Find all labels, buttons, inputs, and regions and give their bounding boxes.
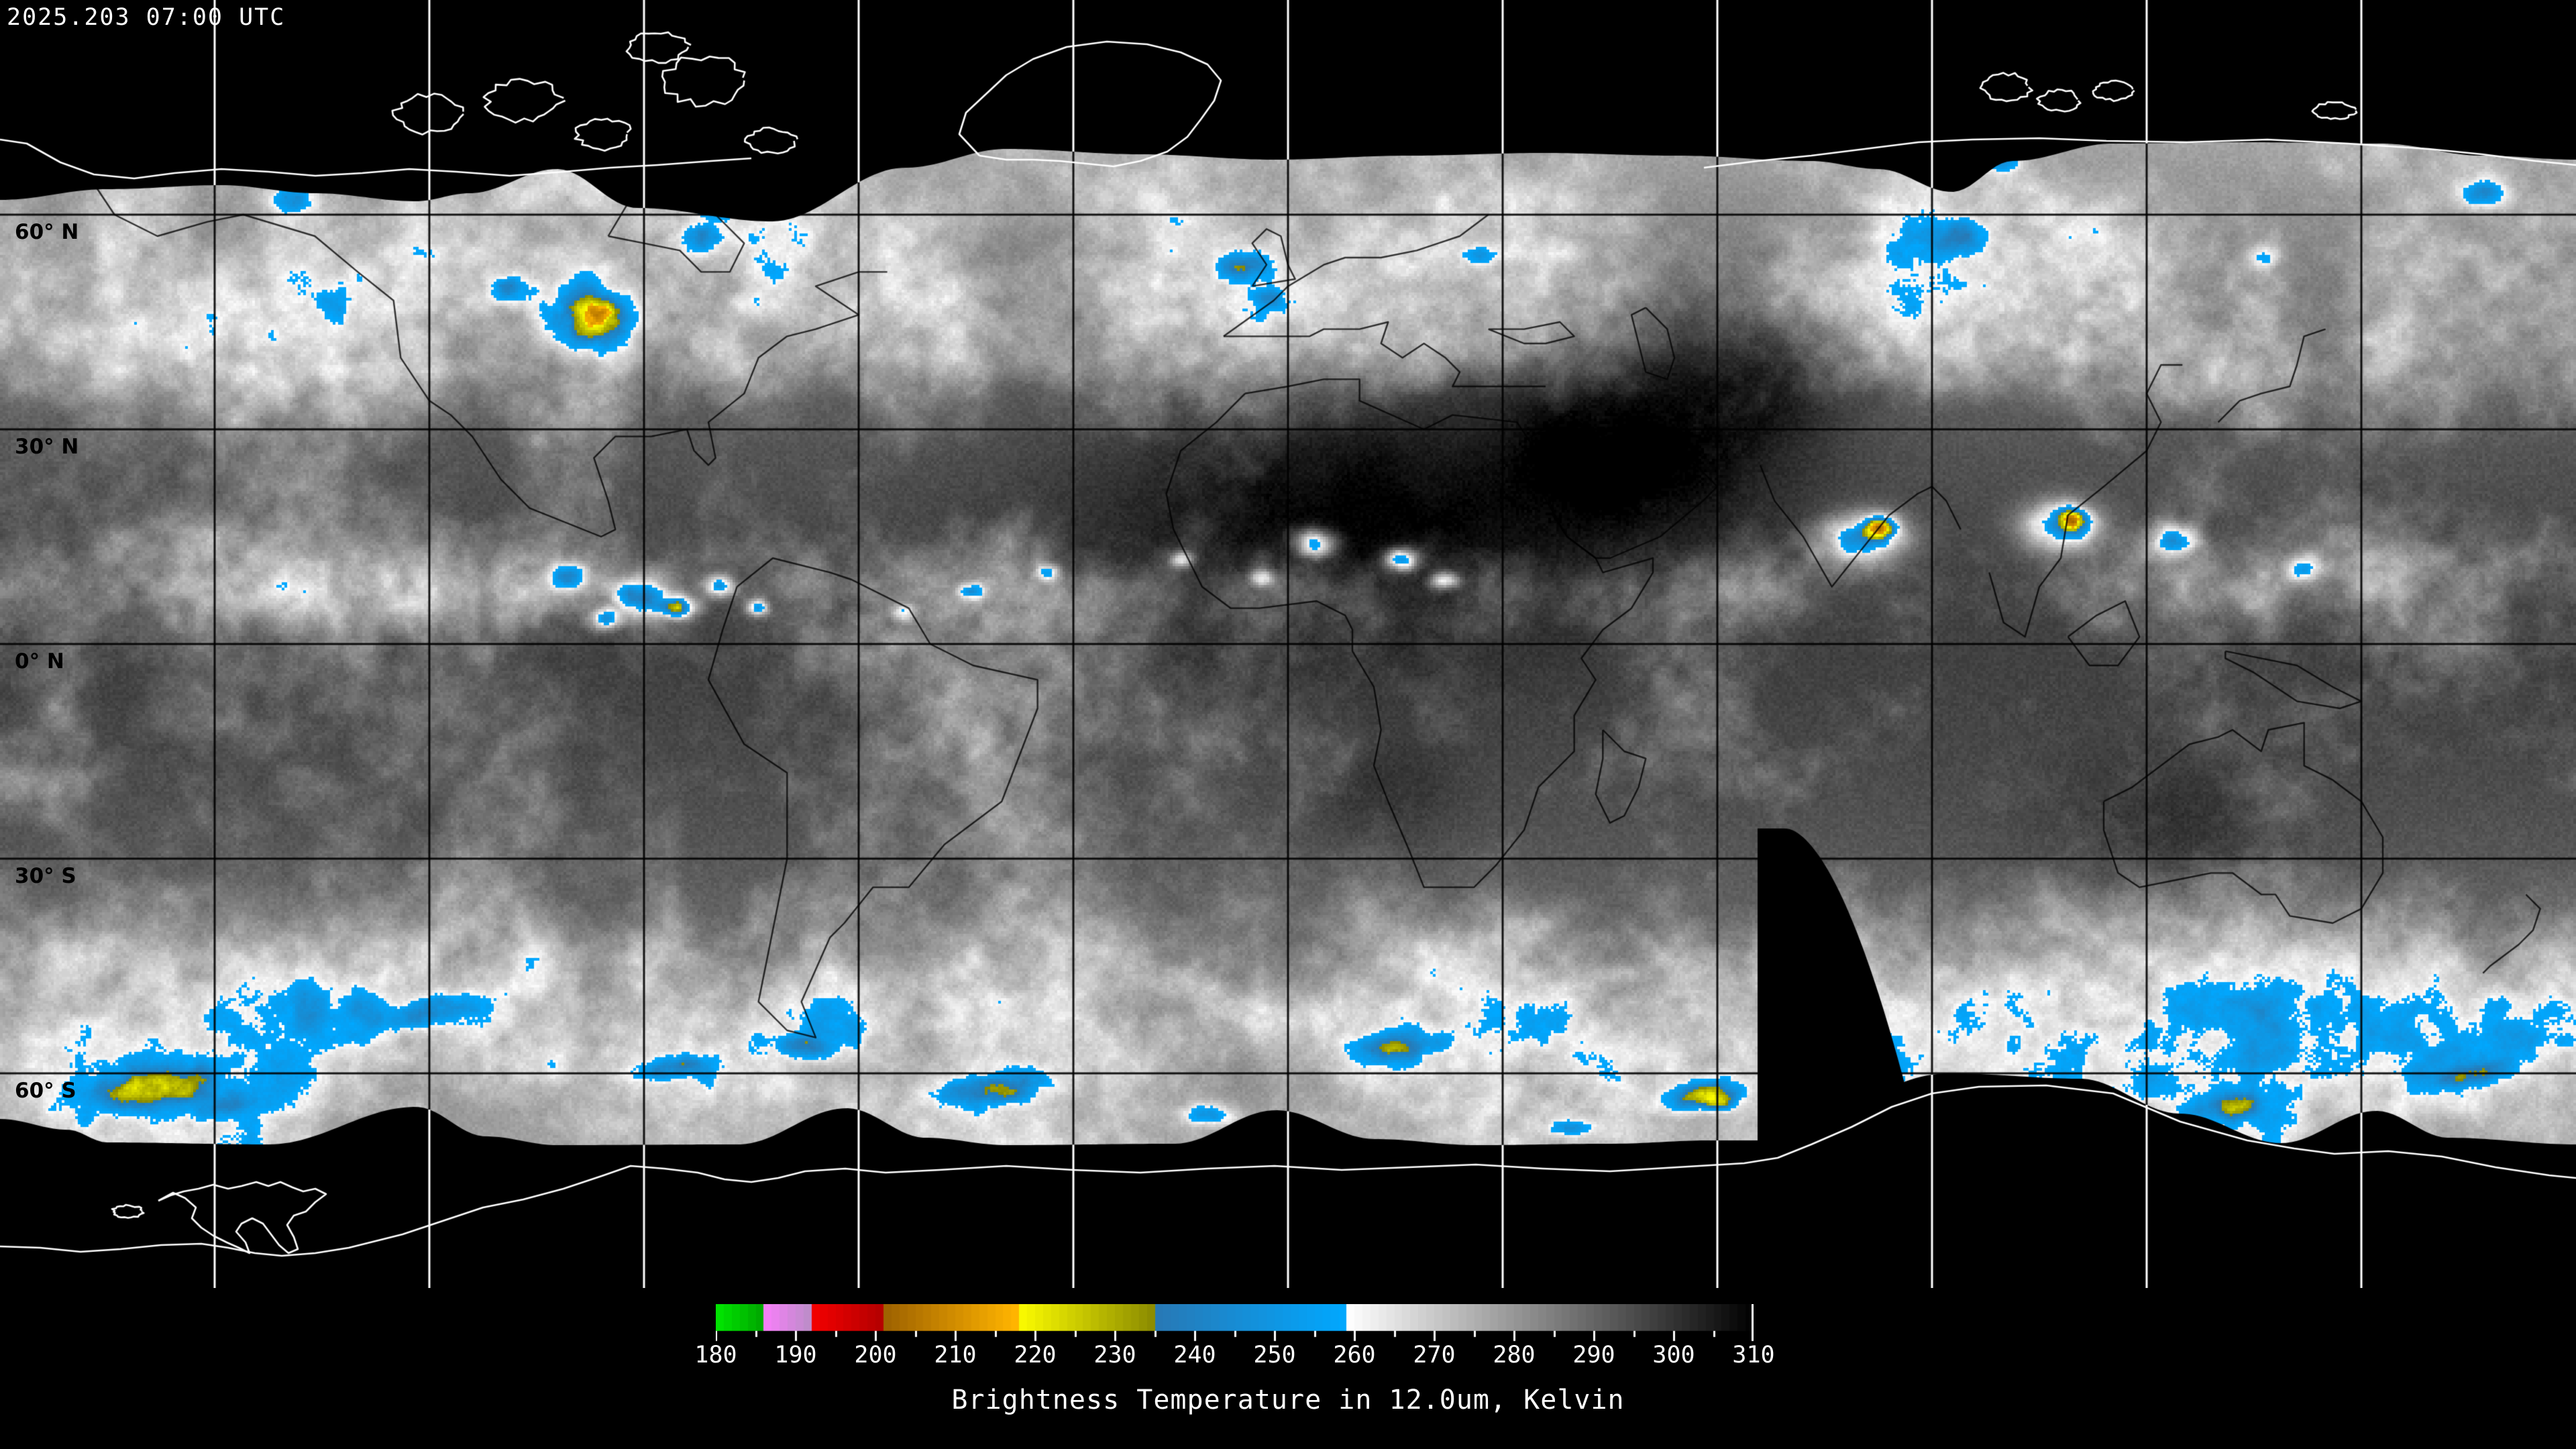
- colorbar-tick-label-190: 190: [774, 1342, 817, 1368]
- colorbar-tick-label-280: 280: [1493, 1342, 1536, 1368]
- colorbar-tick-label-310: 310: [1732, 1342, 1775, 1368]
- colorbar-tick-label-290: 290: [1572, 1342, 1615, 1368]
- colorbar-gradient: [716, 1304, 1754, 1351]
- latitude-label-60N: 60° N: [15, 220, 79, 244]
- colorbar-tick-label-220: 220: [1014, 1342, 1057, 1368]
- colorbar-tick-label-240: 240: [1173, 1342, 1216, 1368]
- world-ir-brightness-temperature-map: [0, 0, 2576, 1288]
- colorbar-tick-label-180: 180: [694, 1342, 737, 1368]
- colorbar-tick-label-210: 210: [934, 1342, 977, 1368]
- colorbar-tick-label-260: 260: [1333, 1342, 1376, 1368]
- colorbar-tick-label-200: 200: [854, 1342, 897, 1368]
- colorbar-tick-label-270: 270: [1413, 1342, 1456, 1368]
- colorbar-tick-label-230: 230: [1093, 1342, 1136, 1368]
- latitude-label-0N: 0° N: [15, 649, 64, 674]
- colorbar-tick-label-250: 250: [1253, 1342, 1296, 1368]
- colorbar-tick-label-300: 300: [1652, 1342, 1695, 1368]
- latitude-label-30S: 30° S: [15, 864, 76, 888]
- timestamp: 2025.203 07:00 UTC: [7, 4, 286, 31]
- latitude-label-60S: 60° S: [15, 1079, 76, 1103]
- colorbar-title: Brightness Temperature in 12.0um, Kelvin: [951, 1385, 1625, 1415]
- latitude-label-30N: 30° N: [15, 435, 79, 459]
